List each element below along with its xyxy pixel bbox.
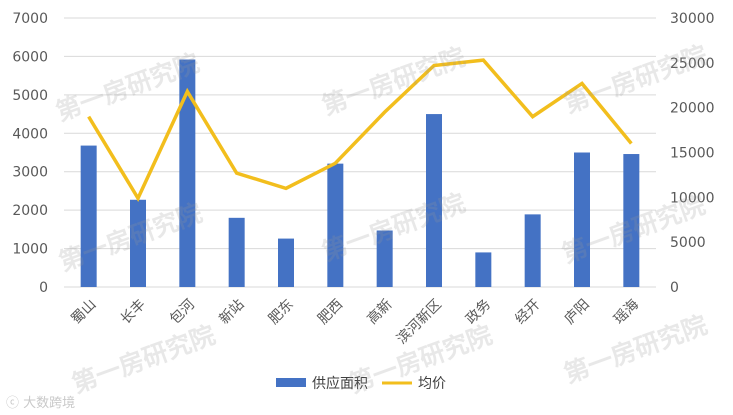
right-tick-label: 15000: [670, 146, 715, 162]
right-tick-label: 0: [670, 280, 679, 296]
category-label: 瑶海: [611, 297, 642, 328]
category-label: 肥东: [266, 297, 297, 328]
bar: [327, 163, 344, 287]
right-axis-ticks: 0 5000 10000 15000 20000 25000 30000: [670, 11, 715, 296]
line-series: [87, 58, 633, 202]
bar: [574, 152, 590, 287]
bar: [475, 252, 492, 287]
right-tick-label: 25000: [670, 56, 715, 72]
bar: [228, 217, 245, 287]
left-tick-label: 5000: [12, 88, 48, 104]
left-tick-label: 0: [39, 280, 48, 296]
line-path: [87, 58, 633, 202]
bar: [179, 59, 196, 288]
right-tick-label: 5000: [670, 235, 706, 251]
left-tick-label: 3000: [12, 165, 48, 181]
left-tick-label: 4000: [12, 126, 48, 142]
category-label: 经开: [512, 297, 543, 328]
category-label: 政务: [463, 297, 494, 328]
category-label: 包河: [167, 297, 198, 328]
category-label: 肥西: [315, 297, 346, 328]
bar: [524, 214, 541, 287]
category-label: 新站: [216, 297, 247, 328]
left-tick-label: 2000: [12, 203, 48, 219]
category-label: 高新: [364, 296, 396, 328]
right-tick-label: 30000: [670, 11, 715, 27]
corner-logo: ⓒ 大数跨境: [6, 392, 75, 411]
legend-swatch-bar: [276, 378, 306, 387]
bar: [623, 154, 640, 287]
left-axis-ticks: 0 1000 2000 3000 4000 5000 6000 7000: [12, 11, 48, 296]
corner-logo-text: 大数跨境: [23, 396, 76, 411]
bar: [376, 230, 393, 287]
legend: 供应面积 均价: [276, 375, 446, 392]
gridlines: [64, 17, 656, 288]
bar: [426, 114, 442, 287]
left-tick-label: 1000: [12, 242, 48, 258]
bar: [80, 145, 97, 287]
bar: [278, 238, 294, 287]
category-label: 庐阳: [562, 297, 593, 328]
left-tick-label: 7000: [12, 11, 48, 27]
category-label: 长丰: [118, 297, 149, 328]
legend-label-bar: 供应面积: [312, 375, 368, 392]
bar: [130, 199, 146, 287]
category-label: 滨河新区: [394, 297, 445, 348]
right-tick-label: 10000: [670, 190, 715, 206]
left-tick-label: 6000: [12, 49, 48, 65]
right-tick-label: 20000: [670, 101, 715, 117]
corner-logo-icon: ⓒ: [6, 396, 20, 411]
category-label: 蜀山: [68, 297, 99, 328]
legend-label-line: 均价: [418, 376, 446, 392]
bar-series: [80, 59, 640, 288]
